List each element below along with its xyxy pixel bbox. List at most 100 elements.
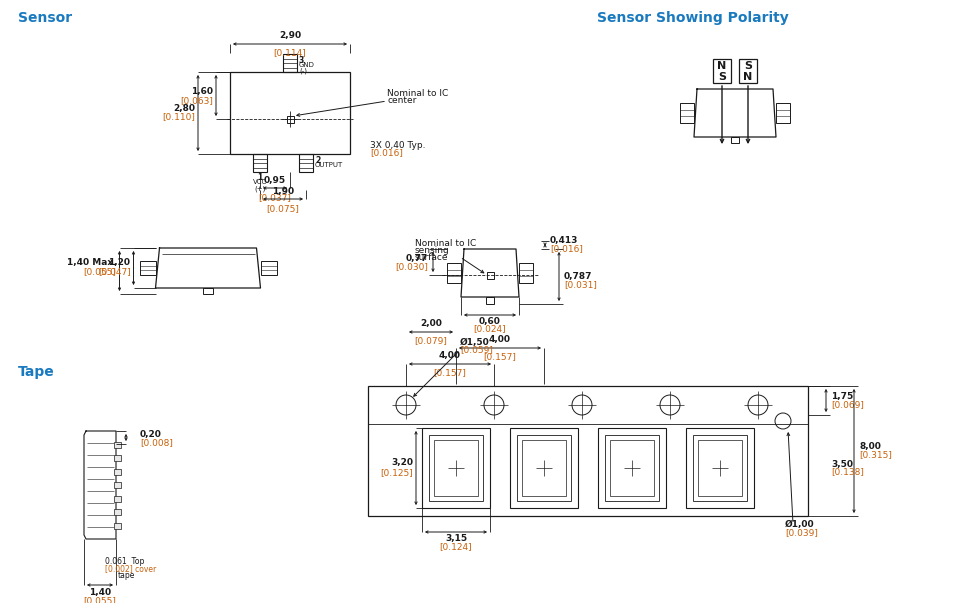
Text: 1,90: 1,90: [272, 187, 294, 196]
Text: 3,50: 3,50: [831, 459, 853, 469]
Text: [0.063]: [0.063]: [180, 96, 213, 105]
Text: [0.138]: [0.138]: [831, 467, 864, 476]
Text: [0.039]: [0.039]: [785, 528, 817, 537]
Bar: [680, 103, 694, 123]
Text: center: center: [387, 96, 416, 105]
Bar: [776, 103, 790, 123]
Text: 0,60: 0,60: [479, 317, 501, 326]
Bar: [422, 428, 490, 508]
Text: [0.016]: [0.016]: [550, 244, 583, 253]
Text: 0,20: 0,20: [140, 431, 162, 440]
Bar: [522, 440, 566, 496]
Text: [0.114]: [0.114]: [274, 48, 307, 57]
Text: 8,00: 8,00: [859, 443, 881, 452]
Bar: [486, 271, 494, 279]
Text: 0,413: 0,413: [550, 236, 579, 245]
Bar: [114, 509, 121, 515]
Bar: [114, 441, 121, 447]
Text: [0.069]: [0.069]: [831, 400, 864, 409]
Text: [0.047]: [0.047]: [97, 268, 131, 277]
Text: [0.075]: [0.075]: [266, 204, 300, 213]
Text: [0.024]: [0.024]: [474, 324, 506, 333]
Bar: [519, 263, 533, 283]
Bar: [299, 154, 313, 172]
Text: 0,787: 0,787: [564, 273, 592, 282]
Text: N: N: [717, 61, 727, 71]
Text: sensing: sensing: [415, 246, 450, 255]
Text: 4,00: 4,00: [489, 335, 511, 344]
Text: OUTPUT: OUTPUT: [315, 162, 343, 168]
Text: 0.061  Top: 0.061 Top: [105, 557, 144, 566]
Text: surface: surface: [415, 253, 449, 262]
Bar: [713, 59, 731, 83]
Text: S: S: [744, 61, 752, 71]
Bar: [261, 261, 277, 275]
Text: 1,40: 1,40: [89, 588, 111, 597]
Bar: [517, 435, 571, 501]
Bar: [434, 440, 478, 496]
Text: 2,00: 2,00: [420, 319, 442, 328]
Text: [0.031]: [0.031]: [564, 280, 597, 289]
Bar: [731, 137, 739, 143]
Text: 3,20: 3,20: [391, 458, 413, 467]
Bar: [368, 386, 808, 516]
Bar: [739, 59, 757, 83]
Text: 2: 2: [315, 156, 320, 165]
Text: 1: 1: [258, 173, 263, 182]
Text: [0.079]: [0.079]: [414, 336, 448, 345]
Bar: [114, 496, 121, 502]
Bar: [686, 428, 754, 508]
Text: [0.002] cover: [0.002] cover: [105, 564, 157, 573]
Text: 0,95: 0,95: [264, 176, 286, 185]
Bar: [114, 469, 121, 475]
Text: Nominal to IC: Nominal to IC: [415, 239, 477, 248]
Text: [0.110]: [0.110]: [162, 113, 195, 121]
Bar: [114, 455, 121, 461]
Bar: [203, 288, 213, 294]
Text: VCC: VCC: [253, 179, 267, 185]
Text: GND: GND: [299, 62, 315, 68]
Bar: [429, 435, 483, 501]
Text: (+): (+): [254, 185, 265, 192]
Text: [0.125]: [0.125]: [380, 469, 413, 478]
Bar: [114, 482, 121, 488]
Text: [0.016]: [0.016]: [370, 148, 403, 157]
Text: N: N: [743, 72, 753, 82]
Text: 4,00: 4,00: [439, 351, 461, 360]
Text: [0.030]: [0.030]: [395, 262, 428, 271]
Text: Nominal to IC: Nominal to IC: [387, 89, 448, 98]
Text: 3,15: 3,15: [445, 534, 467, 543]
Text: S: S: [718, 72, 726, 82]
Text: Sensor: Sensor: [18, 11, 73, 25]
Bar: [610, 440, 654, 496]
Bar: [139, 261, 156, 275]
Text: 3: 3: [299, 56, 305, 65]
Bar: [693, 435, 747, 501]
Text: Ø1,50: Ø1,50: [460, 338, 490, 347]
Text: tape: tape: [118, 571, 136, 580]
Text: [0.059]: [0.059]: [460, 345, 493, 354]
Text: [0.124]: [0.124]: [439, 542, 473, 551]
Bar: [286, 116, 293, 122]
Text: Sensor Showing Polarity: Sensor Showing Polarity: [597, 11, 789, 25]
Text: [0.055]: [0.055]: [84, 596, 117, 603]
Text: [0.157]: [0.157]: [434, 368, 466, 377]
Text: Tape: Tape: [18, 365, 54, 379]
Text: 0,77: 0,77: [406, 253, 428, 262]
Text: [0.055]: [0.055]: [84, 268, 117, 277]
Text: 3X 0,40 Typ.: 3X 0,40 Typ.: [370, 141, 426, 150]
Text: [0.008]: [0.008]: [140, 438, 173, 447]
Bar: [486, 297, 494, 304]
Bar: [283, 54, 297, 72]
Text: 2,80: 2,80: [173, 104, 195, 113]
Text: 2,90: 2,90: [279, 31, 301, 40]
Text: 1,60: 1,60: [191, 87, 213, 96]
Bar: [253, 154, 267, 172]
Bar: [605, 435, 659, 501]
Bar: [698, 440, 742, 496]
Bar: [598, 428, 666, 508]
Text: [0.157]: [0.157]: [483, 352, 517, 361]
Bar: [114, 523, 121, 528]
Bar: [447, 263, 461, 283]
Text: 1,40 Max.: 1,40 Max.: [67, 259, 117, 268]
